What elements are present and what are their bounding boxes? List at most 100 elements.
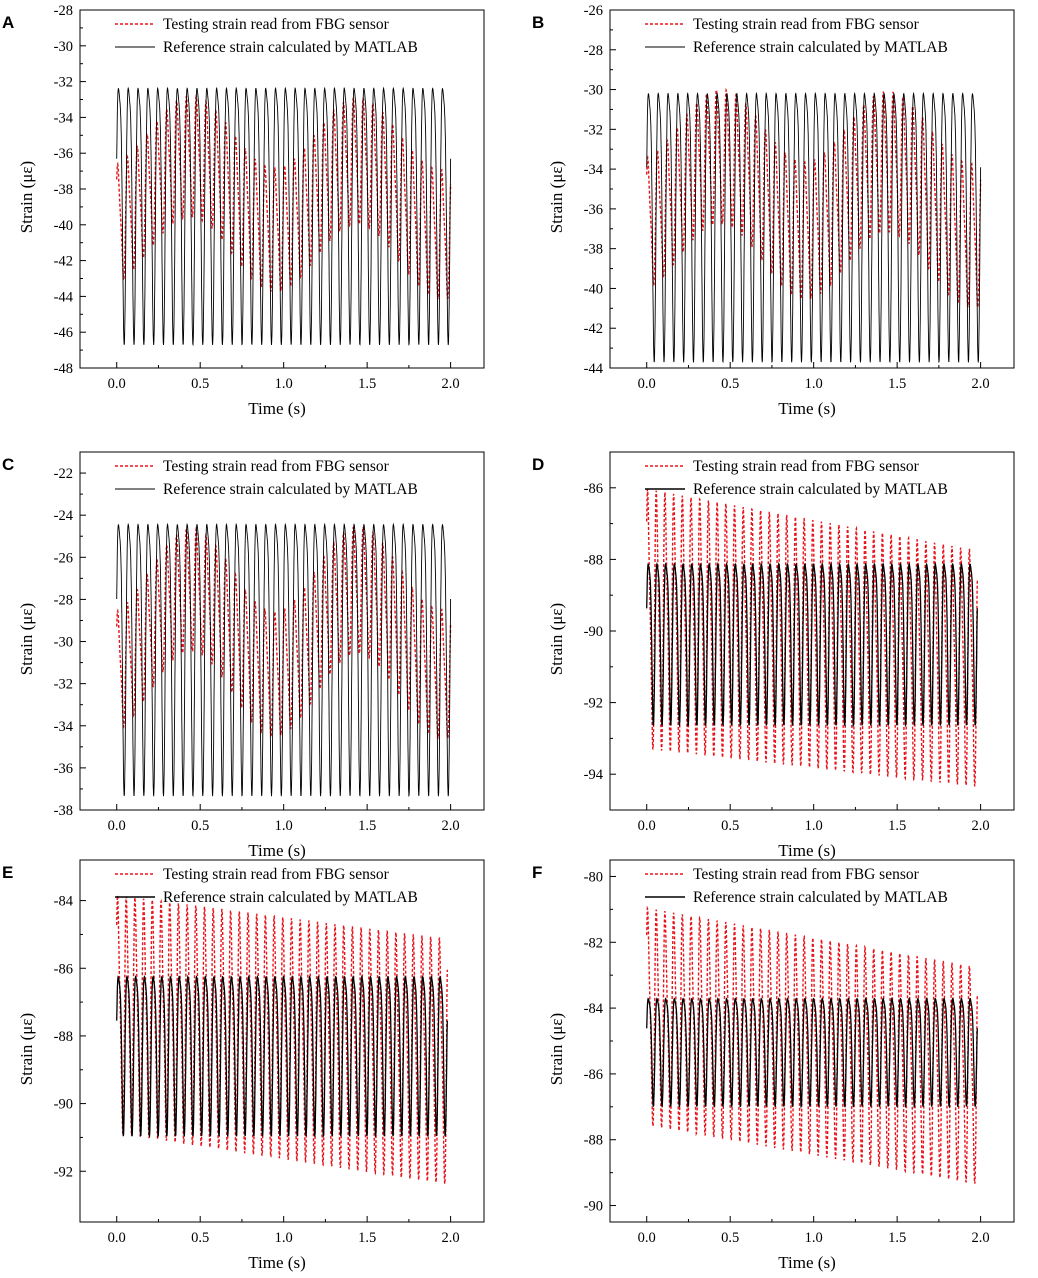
testing-strain-line xyxy=(116,895,448,1184)
y-tick-label: -90 xyxy=(54,1097,73,1113)
y-axis-label: Strain (με) xyxy=(547,603,566,675)
x-tick-label: 0.0 xyxy=(638,1230,656,1246)
y-axis-label: Strain (με) xyxy=(17,1013,36,1085)
panel-f: F 0.0 0.5 1.0 1.5 2.0 -90 -88 -86 -84 -82 -80 Time (… xyxy=(532,859,1015,1272)
x-tick-label: 0.5 xyxy=(721,818,739,834)
y-tick-label: -30 xyxy=(584,83,603,99)
y-tick-label: -26 xyxy=(54,550,73,566)
y-tick-label: -46 xyxy=(54,325,73,341)
x-axis-label: Time (s) xyxy=(248,841,305,860)
legend-label-testing: Testing strain read from FBG sensor xyxy=(163,458,390,475)
y-tick-label: -28 xyxy=(54,592,73,608)
legend: Testing strain read from FBG sensor Refer… xyxy=(115,866,418,906)
y-tick-label: -34 xyxy=(584,162,604,178)
panel-d: D 0.0 0.5 1.0 1.5 2.0 -94 -92 -90 -88 -86 Time (s) S… xyxy=(532,451,1015,860)
reference-strain-line xyxy=(116,86,452,347)
legend-label-reference: Reference strain calculated by MATLAB xyxy=(163,481,418,498)
y-axis-label: Strain (με) xyxy=(547,161,566,233)
panel-letter: B xyxy=(532,13,544,32)
y-tick-label: -44 xyxy=(584,361,604,377)
panel-c: C 0.0 0.5 1.0 1.5 2.0 -38 -36 -34 -32 -30 -28 -26 -24… xyxy=(2,451,485,860)
reference-strain-line xyxy=(646,997,978,1109)
panel-letter: D xyxy=(532,455,544,474)
plot-frame xyxy=(79,451,485,811)
y-tick-label: -34 xyxy=(54,110,74,126)
y-tick-label: -32 xyxy=(54,75,73,91)
x-tick-label: 0.0 xyxy=(638,818,656,834)
y-tick-label: -28 xyxy=(584,43,603,59)
legend-label-testing: Testing strain read from FBG sensor xyxy=(163,866,390,883)
legend-label-reference: Reference strain calculated by MATLAB xyxy=(163,39,418,56)
x-axis-label: Time (s) xyxy=(248,1253,305,1272)
y-tick-label: -86 xyxy=(584,1067,603,1083)
panel-b: B 0.0 0.5 1.0 1.5 2.0 -44 -42 -40 -38 -36 -34 -32 -30… xyxy=(532,3,1015,418)
x-tick-label: 0.0 xyxy=(108,376,126,392)
y-tick-label: -36 xyxy=(584,202,603,218)
y-tick-label: -86 xyxy=(584,481,603,497)
x-tick-label: 1.0 xyxy=(275,818,293,834)
testing-strain-line xyxy=(116,526,452,739)
legend-label-testing: Testing strain read from FBG sensor xyxy=(693,866,920,883)
legend: Testing strain read from FBG sensor Refer… xyxy=(115,458,418,498)
legend-label-testing: Testing strain read from FBG sensor xyxy=(693,458,920,475)
y-tick-label: -90 xyxy=(584,624,603,640)
panel-a: A 0.0 0.5 1.0 1.5 2.0 -48 -46 -44 -42 -40 -38 -36 -34… xyxy=(2,3,485,418)
y-tick-label: -48 xyxy=(54,361,73,377)
x-tick-label: 1.0 xyxy=(805,818,823,834)
y-tick-label: -32 xyxy=(584,122,603,138)
reference-strain-line xyxy=(646,561,978,728)
y-tick-label: -84 xyxy=(584,1001,604,1017)
x-tick-label: 0.5 xyxy=(191,376,209,392)
panel-letter: E xyxy=(2,863,13,882)
y-tick-label: -88 xyxy=(584,1133,603,1149)
y-tick-label: -88 xyxy=(584,552,603,568)
y-tick-label: -36 xyxy=(54,761,73,777)
panel-e: E 0.0 0.5 1.0 1.5 2.0 -92 -90 -88 -86 -84 Time (s) S… xyxy=(2,859,485,1272)
plot-frame xyxy=(79,859,485,1223)
y-tick-label: -24 xyxy=(54,508,74,524)
y-tick-label: -42 xyxy=(584,321,603,337)
y-tick-label: -32 xyxy=(54,677,73,693)
reference-strain-line xyxy=(116,974,448,1139)
testing-strain-line xyxy=(646,87,982,308)
legend-label-reference: Reference strain calculated by MATLAB xyxy=(163,889,418,906)
y-tick-label: -44 xyxy=(54,289,74,305)
reference-strain-line xyxy=(646,91,982,364)
x-tick-label: 1.0 xyxy=(275,1230,293,1246)
x-tick-label: 0.5 xyxy=(191,1230,209,1246)
legend: Testing strain read from FBG sensor Refer… xyxy=(645,16,948,56)
x-tick-label: 0.5 xyxy=(721,376,739,392)
x-tick-label: 2.0 xyxy=(972,818,990,834)
y-tick-label: -86 xyxy=(54,961,73,977)
x-tick-label: 1.0 xyxy=(275,376,293,392)
y-tick-label: -36 xyxy=(54,146,73,162)
legend-label-testing: Testing strain read from FBG sensor xyxy=(693,16,920,33)
y-tick-label: -94 xyxy=(584,767,604,783)
x-axis-label: Time (s) xyxy=(778,841,835,860)
x-tick-label: 1.5 xyxy=(888,376,906,392)
y-tick-label: -82 xyxy=(584,935,603,951)
x-tick-label: 2.0 xyxy=(442,818,460,834)
x-axis-label: Time (s) xyxy=(778,1253,835,1272)
y-tick-label: -40 xyxy=(54,218,73,234)
x-tick-label: 1.5 xyxy=(358,1230,376,1246)
y-tick-label: -28 xyxy=(54,3,73,19)
x-tick-label: 2.0 xyxy=(442,1230,460,1246)
x-tick-label: 0.5 xyxy=(721,1230,739,1246)
x-tick-label: 2.0 xyxy=(442,376,460,392)
y-tick-label: -84 xyxy=(54,894,74,910)
legend: Testing strain read from FBG sensor Refer… xyxy=(115,16,418,56)
reference-strain-line xyxy=(116,522,452,797)
y-axis-label: Strain (με) xyxy=(17,603,36,675)
panel-letter: C xyxy=(2,455,14,474)
panel-letter: A xyxy=(2,13,14,32)
legend: Testing strain read from FBG sensor Refer… xyxy=(645,866,948,906)
y-tick-label: -80 xyxy=(584,869,603,885)
y-tick-label: -30 xyxy=(54,39,73,55)
testing-strain-line xyxy=(646,905,978,1184)
x-tick-label: 1.5 xyxy=(358,818,376,834)
x-tick-label: 1.5 xyxy=(888,818,906,834)
testing-strain-line xyxy=(646,489,978,787)
y-tick-label: -30 xyxy=(54,635,73,651)
